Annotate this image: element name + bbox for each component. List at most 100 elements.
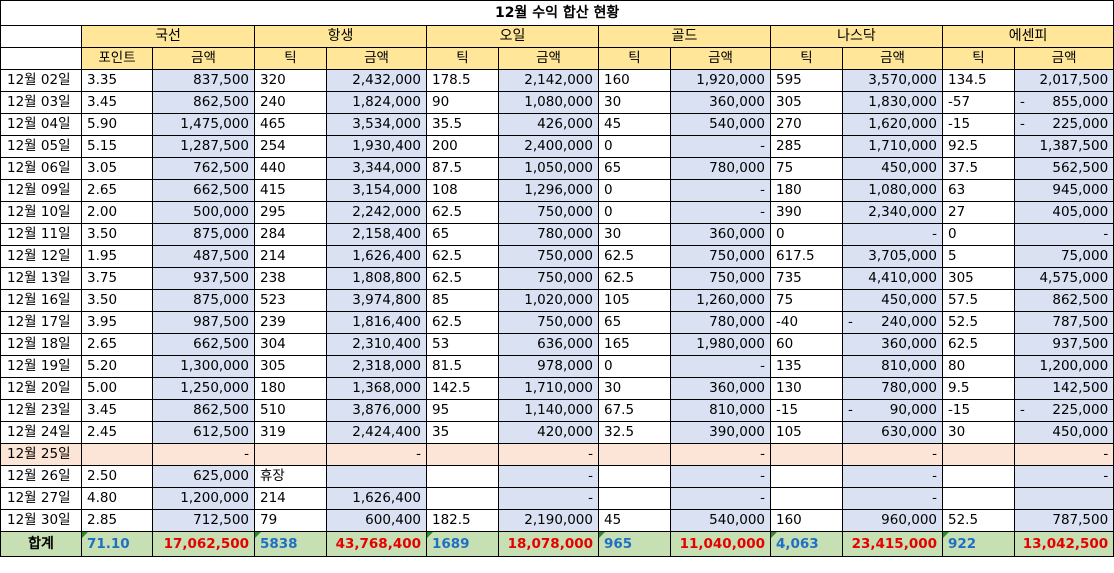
tick-cell[interactable]: 80: [942, 355, 1015, 378]
tick-cell[interactable]: [598, 487, 671, 510]
tick-cell[interactable]: [426, 465, 499, 488]
tick-cell[interactable]: [770, 487, 843, 510]
tick-cell[interactable]: [598, 465, 671, 488]
tick-cell[interactable]: 30: [942, 421, 1015, 444]
amount-cell[interactable]: 1,824,000: [326, 91, 427, 114]
tick-cell[interactable]: 735: [770, 267, 843, 290]
amount-cell[interactable]: 937,500: [1013, 333, 1114, 356]
group-header[interactable]: 에센피: [941, 25, 1114, 48]
amount-cell[interactable]: 862,500: [152, 91, 255, 114]
tick-cell[interactable]: 3.45: [81, 91, 153, 114]
amount-cell[interactable]: 2,310,400: [326, 333, 427, 356]
amount-cell[interactable]: 712,500: [152, 509, 255, 532]
tick-cell[interactable]: 3.95: [81, 311, 153, 334]
amount-cell[interactable]: 780,000: [498, 223, 599, 246]
amount-cell[interactable]: 1,250,000: [152, 377, 255, 400]
tick-cell[interactable]: -15: [942, 113, 1015, 136]
tick-cell[interactable]: 617.5: [770, 245, 843, 268]
tick-header[interactable]: 틱: [598, 47, 671, 70]
tick-cell[interactable]: 3.50: [81, 289, 153, 312]
tick-cell[interactable]: 52.5: [942, 311, 1015, 334]
amount-cell[interactable]: -: [842, 223, 943, 246]
tick-cell[interactable]: 0: [770, 223, 843, 246]
amount-cell[interactable]: 2,142,000: [498, 69, 599, 92]
date-cell[interactable]: 12월 11일: [0, 223, 82, 246]
amount-cell[interactable]: 4,410,000: [842, 267, 943, 290]
group-header[interactable]: 나스닥: [770, 25, 943, 48]
amount-cell[interactable]: 360,000: [842, 333, 943, 356]
amount-cell[interactable]: 1,368,000: [326, 377, 427, 400]
amount-cell[interactable]: 2,190,000: [498, 509, 599, 532]
amount-cell[interactable]: 405,000: [1013, 201, 1114, 224]
tick-cell[interactable]: 305: [942, 267, 1015, 290]
total-amount[interactable]: 23,415,000: [842, 531, 943, 557]
date-cell[interactable]: 12월 18일: [0, 333, 82, 356]
amount-cell[interactable]: -: [1013, 465, 1114, 488]
tick-cell[interactable]: 92.5: [942, 135, 1015, 158]
tick-cell[interactable]: 3.50: [81, 223, 153, 246]
tick-cell[interactable]: 2.00: [81, 201, 153, 224]
amount-cell[interactable]: 540,000: [670, 509, 771, 532]
amount-cell[interactable]: 1,300,000: [152, 355, 255, 378]
tick-cell[interactable]: [942, 465, 1015, 488]
tick-cell[interactable]: 2.45: [81, 421, 153, 444]
amount-cell[interactable]: 2,318,000: [326, 355, 427, 378]
tick-cell[interactable]: 178.5: [426, 69, 499, 92]
amount-cell[interactable]: 662,500: [152, 179, 255, 202]
tick-cell[interactable]: 30: [598, 91, 671, 114]
tick-cell[interactable]: 319: [254, 421, 327, 444]
tick-cell[interactable]: 165: [598, 333, 671, 356]
amount-header[interactable]: 금액: [326, 47, 427, 70]
date-cell[interactable]: 12월 04일: [0, 113, 82, 136]
amount-cell[interactable]: -: [670, 355, 771, 378]
amount-cell[interactable]: 750,000: [498, 245, 599, 268]
amount-cell[interactable]: -: [670, 443, 771, 466]
total-amount[interactable]: 18,078,000: [498, 531, 599, 557]
amount-cell[interactable]: 1,200,000: [1013, 355, 1114, 378]
amount-cell[interactable]: - 225,000: [1013, 113, 1114, 136]
amount-header[interactable]: 금액: [670, 47, 771, 70]
amount-cell[interactable]: 978,000: [498, 355, 599, 378]
amount-cell[interactable]: 600,400: [326, 509, 427, 532]
total-tick[interactable]: 922: [942, 531, 1015, 557]
amount-cell[interactable]: 810,000: [670, 399, 771, 422]
tick-cell[interactable]: [426, 487, 499, 510]
amount-cell[interactable]: 630,000: [842, 421, 943, 444]
amount-cell[interactable]: 450,000: [842, 289, 943, 312]
amount-cell[interactable]: 1,260,000: [670, 289, 771, 312]
tick-cell[interactable]: 9.5: [942, 377, 1015, 400]
tick-header[interactable]: 틱: [770, 47, 843, 70]
date-cell[interactable]: 12월 25일: [0, 443, 82, 466]
amount-cell[interactable]: 837,500: [152, 69, 255, 92]
amount-cell[interactable]: 487,500: [152, 245, 255, 268]
tick-cell[interactable]: 75: [770, 157, 843, 180]
group-header[interactable]: 골드: [598, 25, 771, 48]
corner-cell[interactable]: [0, 47, 82, 70]
tick-cell[interactable]: 214: [254, 487, 327, 510]
amount-cell[interactable]: 1,287,500: [152, 135, 255, 158]
total-amount[interactable]: 43,768,400: [326, 531, 427, 557]
tick-cell[interactable]: [770, 465, 843, 488]
date-cell[interactable]: 12월 05일: [0, 135, 82, 158]
tick-cell[interactable]: [81, 443, 153, 466]
tick-cell[interactable]: 0: [598, 135, 671, 158]
amount-cell[interactable]: 4,575,000: [1013, 267, 1114, 290]
tick-cell[interactable]: 465: [254, 113, 327, 136]
tick-cell[interactable]: 523: [254, 289, 327, 312]
tick-cell[interactable]: 62.5: [426, 245, 499, 268]
tick-cell[interactable]: 595: [770, 69, 843, 92]
amount-cell[interactable]: 540,000: [670, 113, 771, 136]
tick-cell[interactable]: 휴장: [254, 465, 327, 488]
tick-cell[interactable]: 160: [770, 509, 843, 532]
tick-cell[interactable]: 305: [770, 91, 843, 114]
tick-cell[interactable]: 238: [254, 267, 327, 290]
tick-cell[interactable]: 305: [254, 355, 327, 378]
amount-cell[interactable]: 2,400,000: [498, 135, 599, 158]
amount-header[interactable]: 금액: [842, 47, 943, 70]
tick-cell[interactable]: 2.65: [81, 333, 153, 356]
amount-cell[interactable]: 562,500: [1013, 157, 1114, 180]
amount-cell[interactable]: [1013, 487, 1114, 510]
amount-cell[interactable]: -: [842, 487, 943, 510]
date-cell[interactable]: 12월 17일: [0, 311, 82, 334]
tick-cell[interactable]: 2.65: [81, 179, 153, 202]
